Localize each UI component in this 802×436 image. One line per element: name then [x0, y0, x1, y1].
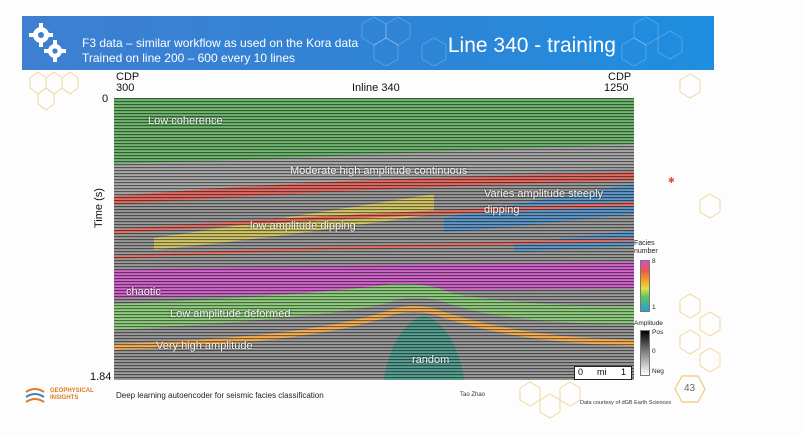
amplitude-colorbar [640, 330, 650, 376]
page-number-hexagon-icon [674, 375, 706, 403]
cdp-right-label: CDP [608, 71, 632, 83]
annotation-low-coherence: Low coherence [148, 115, 223, 127]
amplitude-zero: 0 [652, 348, 656, 355]
amplitude-neg: Neg [652, 368, 664, 375]
time-bottom-label: 1.84 [90, 371, 112, 383]
subtitle-line-1: F3 data – similar workflow as used on th… [82, 36, 359, 50]
inline-label: Inline 340 [352, 82, 400, 94]
cdp-right-value: 1250 [604, 82, 629, 94]
page-number-value: 43 [684, 383, 696, 394]
org-logo-text: GEOPHYSICAL INSIGHTS [50, 388, 94, 402]
amplitude-legend-title: Amplitude [634, 320, 663, 327]
facies-legend-title-line-2: number [634, 248, 658, 255]
annotation-varies-amplitude: Varies amplitude steeply [484, 188, 604, 200]
facies-legend-title: Facies number [634, 240, 658, 256]
scale-bar: 0 mi 1 [574, 366, 632, 380]
title-banner: F3 data – similar workflow as used on th… [22, 16, 714, 70]
annotation-chaotic: chaotic [126, 286, 161, 298]
facies-colorbar [640, 260, 650, 312]
facies-max: 8 [652, 258, 656, 265]
footer-author: Tao Zhao [460, 392, 486, 398]
annotation-dipping: dipping [484, 204, 520, 216]
cdp-left-value: 300 [116, 82, 135, 94]
gears-icon [29, 23, 66, 62]
facies-legend-title-line-1: Facies [634, 240, 655, 247]
cdp-left-label: CDP [116, 71, 140, 83]
annotation-random: random [412, 354, 450, 366]
org-name-line-2: INSIGHTS [50, 395, 79, 401]
slide-title: Line 340 - training [447, 34, 616, 57]
annotation-low-amplitude-deformed: Low amplitude deformed [170, 308, 291, 320]
time-top-label: 0 [102, 93, 109, 105]
geophysical-insights-logo-icon [25, 388, 45, 403]
data-courtesy: Data courtesy of dGB Earth Sciences [580, 400, 672, 406]
annotation-very-high-amplitude: Very high amplitude [156, 340, 253, 352]
facies-min: 1 [652, 304, 656, 311]
scale-bar-unit: mi [597, 367, 607, 377]
footer-caption: Deep learning autoencoder for seismic fa… [116, 391, 324, 400]
scale-bar-start: 0 [578, 367, 584, 377]
page-number: 43 [674, 374, 706, 404]
seismic-section-image [114, 98, 634, 380]
banner-hexagon-pattern-icon [361, 16, 683, 67]
annotation-moderate-high-amplitude: Moderate high amplitude continuous [290, 165, 468, 177]
org-name-line-1: GEOPHYSICAL [50, 388, 94, 394]
time-axis-label: Time (s) [93, 188, 105, 228]
scale-bar-end: 1 [621, 367, 627, 377]
red-dot-icon: ✱ [668, 176, 675, 185]
subtitle-line-2: Trained on line 200 – 600 every 10 lines [82, 51, 296, 65]
annotation-low-amplitude-dipping: low amplitude dipping [250, 220, 356, 232]
amplitude-pos: Pos [652, 329, 664, 336]
